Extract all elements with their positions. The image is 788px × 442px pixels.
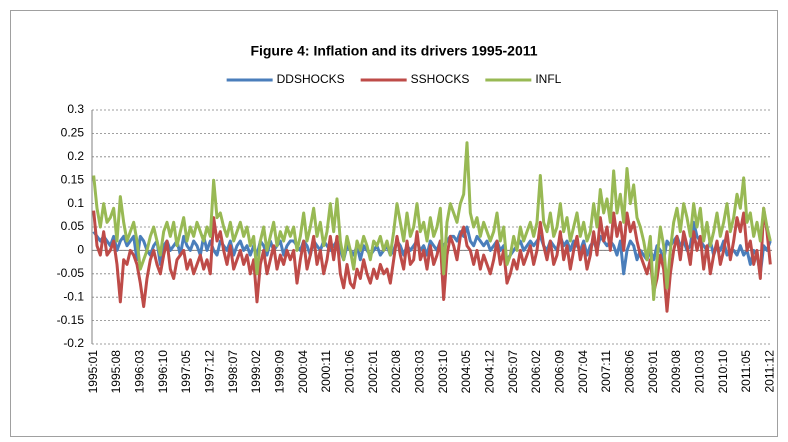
x-tick-label: 2006:02	[529, 350, 543, 394]
x-tick-label: 2005:07	[506, 350, 520, 394]
series-line	[92, 206, 772, 313]
y-tick-label: 0.05	[61, 219, 85, 233]
x-tick-label: 2003:10	[436, 350, 450, 394]
x-tick-label: 1997:05	[179, 350, 193, 394]
y-tick-label: 0.2	[67, 149, 84, 163]
y-tick-label: -0.15	[57, 313, 85, 327]
x-tick-label: 1999:09	[273, 350, 287, 394]
x-tick-label: 2006:09	[553, 350, 567, 394]
x-tick-label: 2009:08	[669, 350, 683, 394]
legend-label: SSHOCKS	[411, 72, 470, 86]
y-tick-label: 0.3	[67, 102, 84, 116]
legend-label: INFL	[535, 72, 561, 86]
x-tick-label: 1996:03	[133, 350, 147, 394]
y-tick-label: 0	[77, 243, 84, 257]
x-tick-label: 1999:02	[249, 350, 263, 394]
x-tick-label: 2002:08	[389, 350, 403, 394]
y-tick-label: 0.25	[61, 126, 85, 140]
y-tick-label: -0.05	[57, 266, 85, 280]
x-tick-label: 1996:10	[156, 350, 170, 394]
y-tick-label: 0.15	[61, 172, 85, 186]
x-tick-label: 1997:12	[203, 350, 217, 394]
x-tick-label: 1995:08	[109, 350, 123, 394]
x-tick-label: 2010:03	[693, 350, 707, 394]
legend-label: DDSHOCKS	[277, 72, 345, 86]
x-tick-label: 2004:12	[483, 350, 497, 394]
x-tick-label: 1995:01	[86, 350, 100, 394]
x-tick-label: 2003:03	[413, 350, 427, 394]
y-tick-label: 0.1	[67, 196, 84, 210]
x-tick-label: 2009:01	[646, 350, 660, 394]
x-tick-label: 2007:11	[599, 350, 613, 393]
x-tick-label: 2011:05	[739, 350, 753, 393]
y-tick-label: -0.1	[63, 289, 84, 303]
x-tick-label: 1998:07	[226, 350, 240, 394]
x-tick-label: 2000:04	[296, 350, 310, 394]
x-tick-label: 2002:01	[366, 350, 380, 394]
x-tick-label: 2010:10	[716, 350, 730, 394]
x-tick-label: 2008:06	[623, 350, 637, 394]
x-tick-label: 2004:05	[459, 350, 473, 394]
x-tick-label: 2011:12	[763, 350, 777, 393]
y-tick-label: -0.2	[63, 336, 84, 350]
x-tick-label: 2001:06	[343, 350, 357, 394]
x-tick-label: 2000:11	[319, 350, 333, 393]
chart-title: Figure 4: Inflation and its drivers 1995…	[250, 43, 537, 59]
x-tick-label: 2007:04	[576, 350, 590, 394]
series-line	[92, 141, 772, 302]
